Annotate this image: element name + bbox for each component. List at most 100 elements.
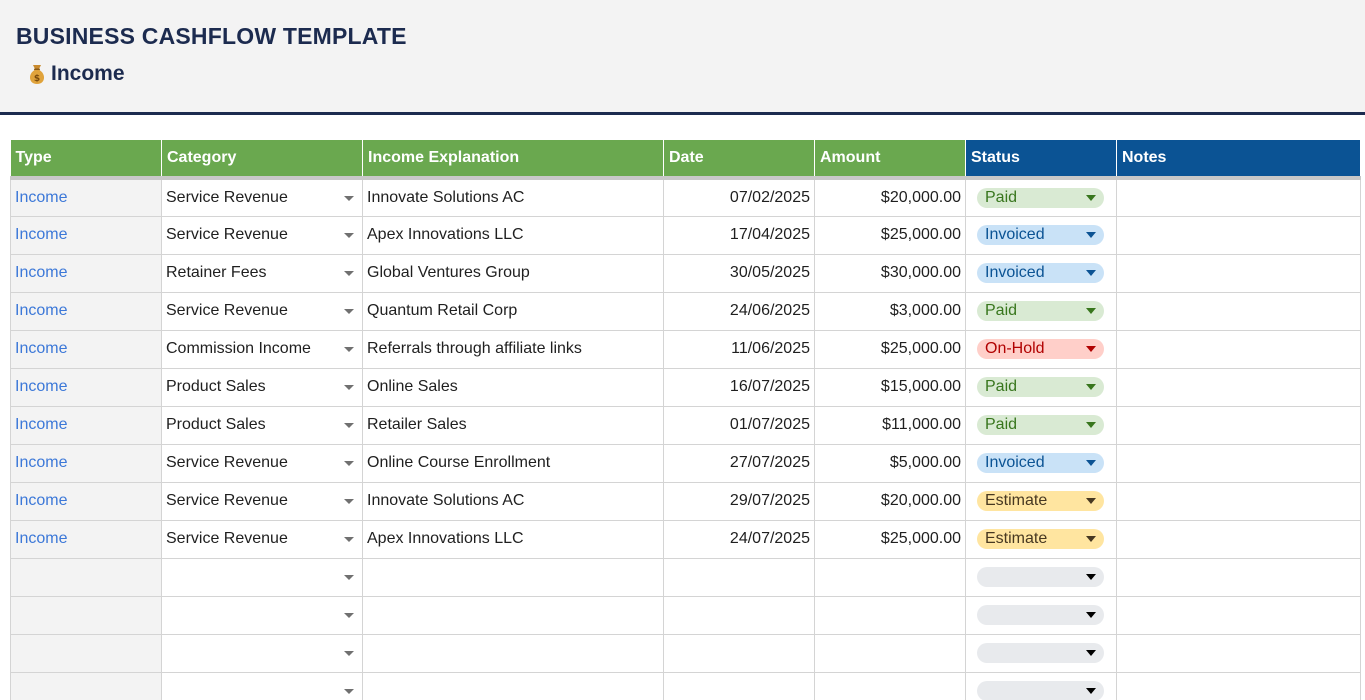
- explanation-cell[interactable]: [362, 595, 664, 635]
- notes-cell[interactable]: [1116, 177, 1361, 217]
- notes-cell[interactable]: [1116, 405, 1361, 445]
- notes-cell[interactable]: [1116, 595, 1361, 635]
- date-cell[interactable]: 07/02/2025: [663, 177, 815, 217]
- explanation-cell[interactable]: Quantum Retail Corp: [362, 291, 664, 331]
- status-chip[interactable]: [977, 643, 1104, 663]
- category-cell[interactable]: Service Revenue: [161, 481, 363, 521]
- type-cell[interactable]: Income: [10, 177, 162, 217]
- category-cell[interactable]: [161, 557, 363, 597]
- chevron-down-icon[interactable]: [344, 537, 354, 542]
- explanation-cell[interactable]: [362, 633, 664, 673]
- chevron-down-icon[interactable]: [1086, 422, 1096, 428]
- category-cell[interactable]: Service Revenue: [161, 177, 363, 217]
- amount-cell[interactable]: $3,000.00: [814, 291, 966, 331]
- notes-cell[interactable]: [1116, 215, 1361, 255]
- date-cell[interactable]: [663, 671, 815, 700]
- amount-cell[interactable]: [814, 595, 966, 635]
- column-header-explanation[interactable]: Income Explanation: [362, 140, 664, 178]
- explanation-cell[interactable]: Online Sales: [362, 367, 664, 407]
- category-cell[interactable]: [161, 633, 363, 673]
- category-cell[interactable]: Commission Income: [161, 329, 363, 369]
- status-cell[interactable]: Estimate: [965, 519, 1117, 559]
- chevron-down-icon[interactable]: [1086, 650, 1096, 656]
- amount-cell[interactable]: $5,000.00: [814, 443, 966, 483]
- status-cell[interactable]: Paid: [965, 291, 1117, 331]
- explanation-cell[interactable]: Apex Innovations LLC: [362, 519, 664, 559]
- status-cell[interactable]: On-Hold: [965, 329, 1117, 369]
- chevron-down-icon[interactable]: [1086, 498, 1096, 504]
- amount-cell[interactable]: $25,000.00: [814, 329, 966, 369]
- category-cell[interactable]: [161, 671, 363, 700]
- status-chip[interactable]: Invoiced: [977, 263, 1104, 283]
- amount-cell[interactable]: $15,000.00: [814, 367, 966, 407]
- explanation-cell[interactable]: [362, 557, 664, 597]
- amount-cell[interactable]: $25,000.00: [814, 215, 966, 255]
- status-chip[interactable]: Paid: [977, 377, 1104, 397]
- type-cell[interactable]: Income: [10, 367, 162, 407]
- amount-cell[interactable]: [814, 633, 966, 673]
- explanation-cell[interactable]: Referrals through affiliate links: [362, 329, 664, 369]
- explanation-cell[interactable]: Innovate Solutions AC: [362, 177, 664, 217]
- column-header-type[interactable]: Type: [10, 140, 162, 178]
- type-cell[interactable]: [10, 633, 162, 673]
- status-cell[interactable]: Paid: [965, 405, 1117, 445]
- notes-cell[interactable]: [1116, 291, 1361, 331]
- amount-cell[interactable]: [814, 671, 966, 700]
- column-header-status[interactable]: Status: [965, 140, 1117, 178]
- date-cell[interactable]: [663, 557, 815, 597]
- explanation-cell[interactable]: Retailer Sales: [362, 405, 664, 445]
- chevron-down-icon[interactable]: [1086, 688, 1096, 694]
- date-cell[interactable]: [663, 633, 815, 673]
- chevron-down-icon[interactable]: [1086, 232, 1096, 238]
- status-cell[interactable]: Invoiced: [965, 443, 1117, 483]
- notes-cell[interactable]: [1116, 519, 1361, 559]
- date-cell[interactable]: 01/07/2025: [663, 405, 815, 445]
- notes-cell[interactable]: [1116, 253, 1361, 293]
- chevron-down-icon[interactable]: [344, 271, 354, 276]
- type-cell[interactable]: Income: [10, 329, 162, 369]
- chevron-down-icon[interactable]: [1086, 384, 1096, 390]
- chevron-down-icon[interactable]: [344, 461, 354, 466]
- chevron-down-icon[interactable]: [1086, 460, 1096, 466]
- type-cell[interactable]: Income: [10, 405, 162, 445]
- status-cell[interactable]: [965, 633, 1117, 673]
- category-cell[interactable]: Service Revenue: [161, 519, 363, 559]
- date-cell[interactable]: 24/07/2025: [663, 519, 815, 559]
- type-cell[interactable]: Income: [10, 253, 162, 293]
- amount-cell[interactable]: $20,000.00: [814, 481, 966, 521]
- amount-cell[interactable]: [814, 557, 966, 597]
- chevron-down-icon[interactable]: [1086, 536, 1096, 542]
- chevron-down-icon[interactable]: [344, 347, 354, 352]
- type-cell[interactable]: Income: [10, 481, 162, 521]
- chevron-down-icon[interactable]: [344, 309, 354, 314]
- status-chip[interactable]: Estimate: [977, 491, 1104, 511]
- status-chip[interactable]: Invoiced: [977, 453, 1104, 473]
- status-cell[interactable]: Estimate: [965, 481, 1117, 521]
- category-cell[interactable]: [161, 595, 363, 635]
- date-cell[interactable]: [663, 595, 815, 635]
- date-cell[interactable]: 17/04/2025: [663, 215, 815, 255]
- chevron-down-icon[interactable]: [344, 689, 354, 694]
- status-cell[interactable]: [965, 595, 1117, 635]
- status-chip[interactable]: [977, 567, 1104, 587]
- category-cell[interactable]: Product Sales: [161, 405, 363, 445]
- type-cell[interactable]: Income: [10, 519, 162, 559]
- notes-cell[interactable]: [1116, 329, 1361, 369]
- explanation-cell[interactable]: Online Course Enrollment: [362, 443, 664, 483]
- status-chip[interactable]: Estimate: [977, 529, 1104, 549]
- column-header-date[interactable]: Date: [663, 140, 815, 178]
- category-cell[interactable]: Product Sales: [161, 367, 363, 407]
- status-cell[interactable]: Invoiced: [965, 215, 1117, 255]
- date-cell[interactable]: 27/07/2025: [663, 443, 815, 483]
- status-cell[interactable]: [965, 671, 1117, 700]
- status-cell[interactable]: Paid: [965, 367, 1117, 407]
- status-chip[interactable]: Paid: [977, 415, 1104, 435]
- notes-cell[interactable]: [1116, 557, 1361, 597]
- status-chip[interactable]: Paid: [977, 187, 1104, 208]
- amount-cell[interactable]: $25,000.00: [814, 519, 966, 559]
- status-cell[interactable]: [965, 557, 1117, 597]
- category-cell[interactable]: Retainer Fees: [161, 253, 363, 293]
- type-cell[interactable]: [10, 671, 162, 700]
- column-header-amount[interactable]: Amount: [814, 140, 966, 178]
- status-chip[interactable]: [977, 681, 1104, 700]
